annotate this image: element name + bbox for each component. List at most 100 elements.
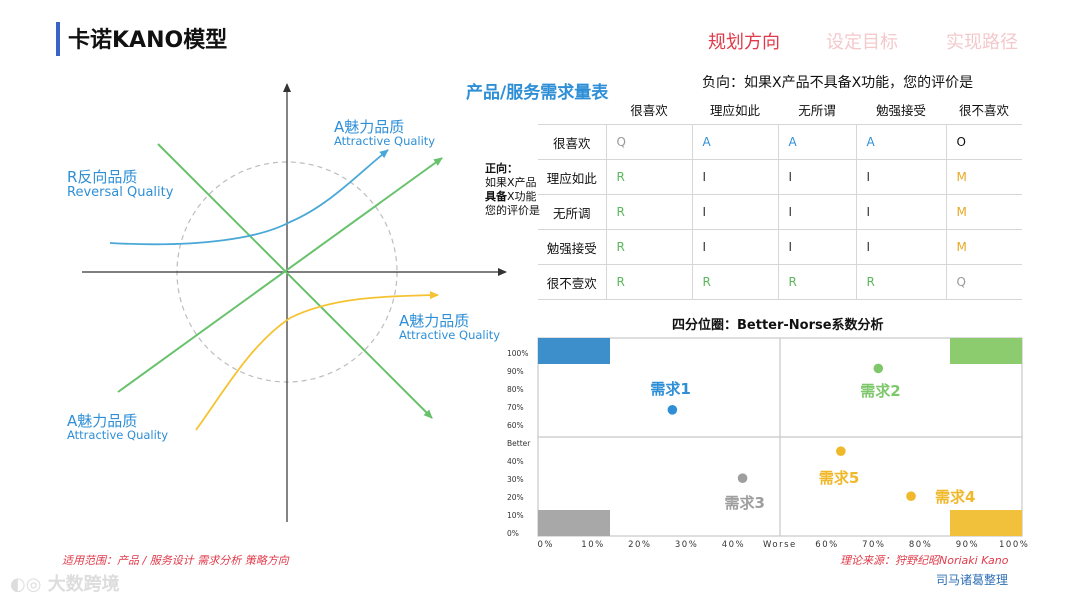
table-row: 很喜欢 Q A A A O <box>538 124 1022 160</box>
nav-set-goal[interactable]: 设定目标 <box>826 32 898 53</box>
title-accent-bar <box>56 22 60 56</box>
column-header: 很喜欢 <box>630 102 668 118</box>
quadrant-chart-title: 四分位圈：Better-Norse系数分析 <box>672 318 884 333</box>
data-point <box>737 473 748 484</box>
x-tick-label: 40% <box>721 540 746 550</box>
yellow-curve <box>195 291 439 431</box>
table-cell: I <box>855 194 946 230</box>
y-tick-label: 0% <box>507 529 519 538</box>
corner-block-top-left <box>538 338 610 364</box>
data-point-label: 需求4 <box>935 488 976 507</box>
table-cell: A <box>777 124 856 160</box>
x-tick-label: 0% <box>537 540 554 550</box>
table-cell: Q <box>605 124 692 160</box>
y-tick-label: 100% <box>507 349 529 358</box>
data-point-label: 需求2 <box>860 382 901 401</box>
attractive-right-en: Attractive Quality <box>399 328 501 342</box>
table-cell: R <box>605 159 692 195</box>
row-header: 勉强接受 <box>538 229 606 265</box>
positive-question-line3: X功能 <box>507 190 537 203</box>
table-row: 无所调 R I I I M <box>538 194 1022 230</box>
corner-block-top-right <box>950 338 1022 364</box>
watermark-text: 大数跨境 <box>47 574 120 595</box>
row-header: 很喜欢 <box>538 124 606 160</box>
kano-evaluation-table: 很喜欢 理应如此 无所谓 勉强接受 很不喜欢 很喜欢 Q A A A O 理应如… <box>538 94 1022 300</box>
x-tick-label: 70% <box>862 540 886 550</box>
table-row: 勉强接受 R I I I M <box>538 229 1022 265</box>
y-tick-label: 30% <box>507 475 524 484</box>
table-cell: R <box>605 194 692 230</box>
table-cell: A <box>691 124 778 160</box>
table-row: 理应如此 R I I I M <box>538 159 1022 195</box>
table-cell: R <box>855 264 946 300</box>
y-tick-label: 60% <box>507 421 524 430</box>
positive-question-line4: 您的评价是 <box>485 204 540 217</box>
negative-question: 负向：如果X产品不具备X功能，您的评价是 <box>702 75 974 91</box>
nav-implementation-path[interactable]: 实现路径 <box>946 32 1018 53</box>
table-cell: M <box>945 159 1022 195</box>
row-header: 无所调 <box>538 194 606 230</box>
column-header: 无所谓 <box>798 102 836 118</box>
page-title: 卡诺KANO模型 <box>68 28 228 53</box>
table-cell: M <box>945 229 1022 265</box>
table-cell: I <box>691 194 778 230</box>
attractive-bottom-en: Attractive Quality <box>67 428 169 442</box>
data-point <box>873 363 884 374</box>
x-tick-label: 20% <box>628 540 652 550</box>
attractive-right-label: A魅力品质 <box>399 312 470 330</box>
row-header: 理应如此 <box>538 159 606 195</box>
source-note: 理论来源：狩野纪昭Noriaki Kano <box>840 554 1009 567</box>
table-cell: O <box>945 124 1022 160</box>
x-tick-label: 80% <box>908 540 933 550</box>
row-header: 很不壹欢 <box>538 264 606 300</box>
table-header-row: 很喜欢 理应如此 无所谓 勉强接受 很不喜欢 <box>538 94 1022 125</box>
corner-block-bottom-left <box>538 510 610 536</box>
data-point <box>906 491 916 502</box>
y-tick-label: 10% <box>507 511 524 520</box>
y-tick-label: 20% <box>507 493 524 502</box>
attractive-top-label: A魅力品质 <box>334 118 405 136</box>
y-tick-label: 40% <box>507 457 524 466</box>
table-row: 很不壹欢 R R R R Q <box>538 264 1022 300</box>
watermark-logo-icon: ◐◎ <box>10 574 48 595</box>
table-cell: I <box>691 159 778 195</box>
watermark: ◐◎ 大数跨境 <box>10 570 120 596</box>
corner-block-bottom-right <box>950 510 1022 536</box>
x-tick-label: 100% <box>999 540 1030 550</box>
attractive-top-en: Attractive Quality <box>334 134 436 148</box>
x-tick-label: 60% <box>815 540 839 550</box>
table-cell: R <box>605 264 692 300</box>
attractive-bottom-label: A魅力品质 <box>67 412 138 430</box>
green-line-rising <box>117 157 443 393</box>
x-tick-label: 30% <box>674 540 699 550</box>
reversal-en: Reversal Quality <box>67 185 174 200</box>
y-tick-label: 70% <box>507 403 524 412</box>
y-tick-label: 90% <box>507 367 524 376</box>
positive-question: 正向： 如果X产品 具备X功能 您的评价是 <box>485 162 540 218</box>
y-tick-label: 80% <box>507 385 524 394</box>
table-cell: I <box>855 159 946 195</box>
column-header: 勉强接受 <box>875 102 926 118</box>
table-cell: A <box>855 124 946 160</box>
x-tick-label: 10% <box>581 540 605 550</box>
table-cell: I <box>777 159 856 195</box>
x-tick-label: Worse <box>763 540 797 550</box>
table-cell: I <box>691 229 778 265</box>
table-cell: M <box>945 194 1022 230</box>
table-cell: R <box>777 264 856 300</box>
credit: 司马诸葛整理 <box>936 573 1009 587</box>
column-header: 很不喜欢 <box>958 102 1009 118</box>
table-cell: R <box>605 229 692 265</box>
table-cell: R <box>691 264 778 300</box>
positive-question-line1: 正向： <box>485 162 518 175</box>
data-point-label: 需求1 <box>650 379 691 398</box>
positive-question-line2: 如果X产品 <box>485 176 537 189</box>
green-line-falling <box>157 143 433 419</box>
data-point-label: 需求5 <box>818 469 860 488</box>
nav-plan-direction[interactable]: 规划方向 <box>708 32 780 53</box>
data-point-label: 需求3 <box>724 494 765 513</box>
table-cell: I <box>855 229 946 265</box>
y-tick-label: Better <box>507 439 531 448</box>
